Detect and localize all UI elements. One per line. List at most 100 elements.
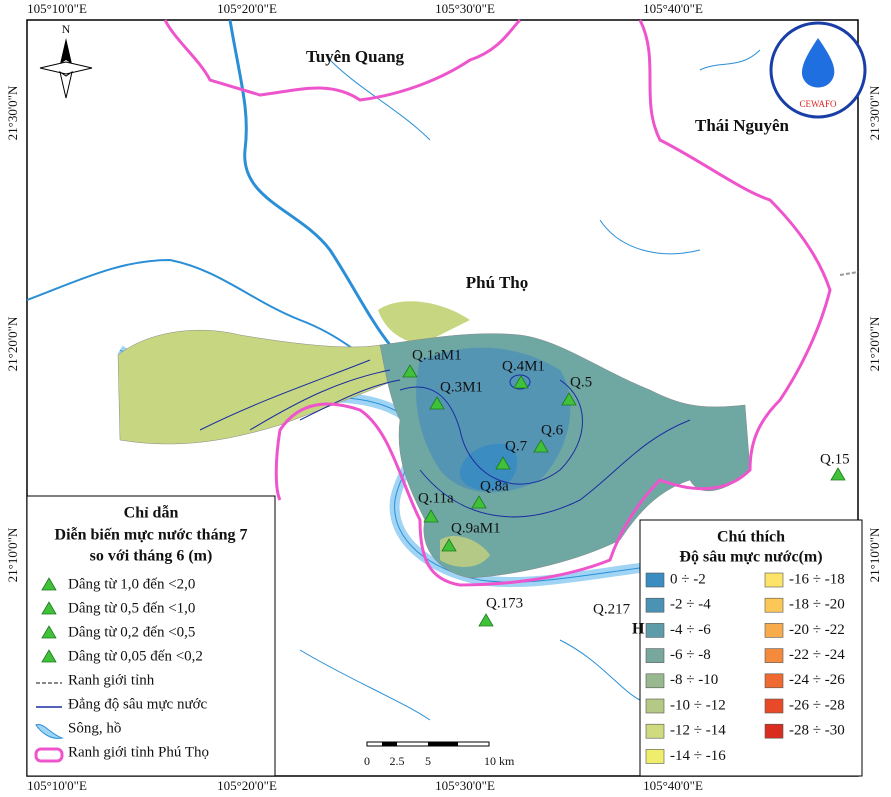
legend-label: -22 ÷ -24 [789,647,845,663]
legend-label: -2 ÷ -4 [670,597,711,613]
station-label: Q.15 [820,451,850,467]
legend-title: Chỉ dẫn [124,505,179,522]
coord-label: 21°20'0"N [867,316,882,371]
legend-label: -16 ÷ -18 [789,571,845,587]
legend-label: Ranh giới tỉnh Phú Thọ [68,744,209,760]
partial-label: H [632,621,645,638]
north-label: N [62,22,71,36]
legend-subtitle: Diễn biến mực nước tháng 7 [55,527,248,544]
legend-symbol [34,747,64,763]
legend-swatch [764,572,784,588]
coord-label: 105°40'0"E [643,1,703,16]
legend-label: -26 ÷ -28 [789,697,845,713]
station-marker [402,364,418,378]
station-marker [423,509,439,523]
logo-text: CEWAFO [799,99,837,109]
legend-symbol [35,724,64,739]
depth-zone [440,535,490,567]
coord-label: 105°20'0"E [217,778,277,793]
station-label: Q.217 [593,601,631,617]
legend-label: Dâng từ 0,2 đến <0,5 [68,624,195,640]
station-label: Q.11a [418,490,454,506]
depth-zone [459,443,518,491]
logo-drop [801,38,835,88]
legend-label: Dâng từ 0,05 đến <0,2 [68,648,203,664]
legend-swatch [764,723,784,739]
legend-label: -8 ÷ -10 [670,672,718,688]
coord-label: 21°30'0"N [5,85,20,140]
coord-label: 105°30'0"E [435,1,495,16]
station-label: Q.8a [480,478,509,494]
station-marker [830,467,846,481]
coordinates: 105°10'0"E 105°20'0"E 105°30'0"E 105°40'0"E… [5,1,882,793]
station-label: Q.3M1 [440,379,483,395]
station-marker [513,375,529,389]
station-marker [41,649,57,663]
depth-zone [416,347,571,493]
north-arrow: N [39,22,93,99]
province-boundary [163,18,832,587]
coord-label: 105°10'0"E [27,1,87,16]
arrow-tail [59,70,73,99]
coord-label: 105°40'0"E [643,778,703,793]
legend-title: Chú thích [717,529,785,546]
coord-label: 21°20'0"N [5,316,20,371]
province-label: Tuyên Quang [306,47,405,66]
legend-label: Dâng từ 1,0 đến <2,0 [68,576,195,592]
coord-label: 21°10'0"N [5,527,20,582]
isoline [199,359,401,431]
legend-swatch [764,597,784,613]
coord-label: 105°20'0"E [217,1,277,16]
arrow-head [60,38,72,64]
isoline [399,379,583,485]
legend-swatch [645,673,665,689]
station-label: Q.4M1 [502,358,545,374]
scale-bar-seg [428,742,458,746]
isolines [199,359,691,518]
legend-label: -4 ÷ -6 [670,622,711,638]
legend-subtitle: Độ sâu mực nước(m) [679,549,822,566]
station-label: Q.5 [570,374,592,390]
legend-label: -10 ÷ -12 [670,697,726,713]
scale-label: 2.5 [390,754,405,768]
legend-box [26,495,276,777]
station-marker [41,625,57,639]
legend-swatch [645,572,665,588]
legend-swatch [645,597,665,613]
isoline [509,374,531,390]
scale-label: 5 [425,754,431,768]
legend-label: Đẳng độ sâu mực nước [68,696,208,712]
legend-label: -28 ÷ -30 [789,723,845,739]
legend-label: -24 ÷ -26 [789,672,845,688]
station-marker [533,439,549,453]
legend-right: Chú thích Độ sâu mực nước(m) 0 ÷ -2 -2 ÷ … [639,519,863,777]
depth-zone [378,301,470,345]
legend-swatch [764,673,784,689]
coord-label: 21°10'0"N [867,527,882,582]
scale-bar-seg [382,742,397,746]
station-marker [429,396,445,410]
province-label: Thái Nguyên [695,116,790,135]
coord-label: 105°30'0"E [435,778,495,793]
legend-label: Dâng từ 0,5 đến <1,0 [68,600,195,616]
scale-label: 0 [364,754,370,768]
station-label: Q.6 [541,422,564,438]
legend-label: -18 ÷ -20 [789,597,845,613]
legend-subtitle: so với tháng 6 (m) [90,548,213,565]
legend-swatch [645,623,665,638]
station-marker [41,601,57,615]
arrow-cross [39,61,93,75]
isoline [419,419,691,518]
legend-swatch [645,749,665,764]
scale-label: 10 km [484,754,515,768]
legend-label: -6 ÷ -8 [670,647,711,663]
coord-label: 21°30'0"N [867,85,882,140]
station-marker [41,577,57,591]
legend-box [639,519,863,777]
legend-swatch [645,648,665,663]
station-label: Q.173 [486,595,523,611]
station-marker [471,495,487,509]
legend-label: Ranh giới tỉnh [68,672,155,688]
legend-swatch [764,698,784,714]
